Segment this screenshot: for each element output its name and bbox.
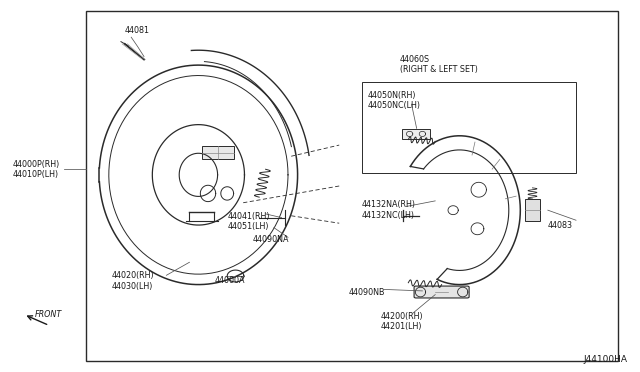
Text: 44132NA(RH)
44132NC(LH): 44132NA(RH) 44132NC(LH) (362, 201, 415, 220)
Text: J44100HA: J44100HA (583, 355, 627, 364)
Text: 44090NB: 44090NB (349, 288, 385, 296)
FancyBboxPatch shape (525, 199, 540, 221)
Bar (86, 11, 618, 361)
Text: 44200(RH)
44201(LH): 44200(RH) 44201(LH) (381, 312, 424, 331)
Text: 44050N(RH)
44050NC(LH): 44050N(RH) 44050NC(LH) (368, 91, 421, 110)
Text: 44020(RH)
44030(LH): 44020(RH) 44030(LH) (112, 271, 155, 291)
FancyBboxPatch shape (202, 146, 234, 159)
Text: 44083: 44083 (547, 221, 572, 230)
FancyBboxPatch shape (414, 286, 469, 298)
Text: 44090NA: 44090NA (253, 235, 289, 244)
FancyBboxPatch shape (402, 129, 430, 139)
Text: 44041(RH)
44051(LH): 44041(RH) 44051(LH) (227, 212, 269, 231)
Text: 44000P(RH)
44010P(LH): 44000P(RH) 44010P(LH) (13, 160, 60, 179)
Text: FRONT: FRONT (35, 310, 63, 319)
Bar (362, 82, 576, 173)
Text: 44060S
(RIGHT & LEFT SET): 44060S (RIGHT & LEFT SET) (400, 55, 478, 74)
Text: 44000A: 44000A (214, 276, 245, 285)
Text: 44081: 44081 (125, 26, 150, 35)
